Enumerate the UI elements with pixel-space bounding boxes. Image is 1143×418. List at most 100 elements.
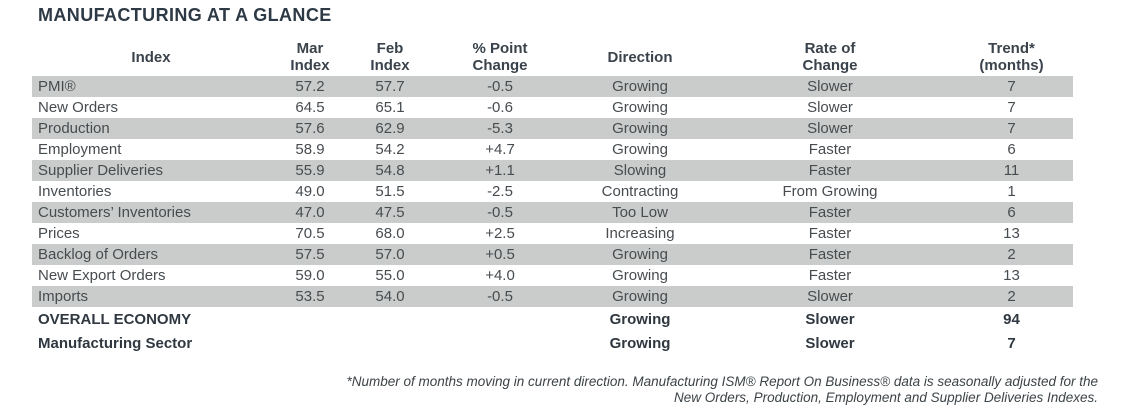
- cell-change: -0.5: [487, 288, 513, 305]
- cell-index: Production: [38, 120, 110, 137]
- cell-trend: 6: [1007, 204, 1016, 221]
- cell-direction: Slowing: [613, 162, 667, 179]
- table-row: Prices 70.5 68.0 +2.5 Increasing Faster 13: [32, 223, 1073, 244]
- cell-index: Prices: [38, 225, 80, 242]
- cell-change: +4.7: [485, 141, 515, 158]
- table-row: Backlog of Orders 57.5 57.0 +0.5 Growing Fast…: [32, 244, 1073, 265]
- cell-direction: Growing: [612, 78, 668, 95]
- table-row: Production 57.6 62.9 -5.3 Growing Slower 7: [32, 118, 1073, 139]
- manufacturing-table: Index Mar Index Feb Index% Point Change Direct…: [32, 38, 1073, 355]
- cell-rate: Slower: [807, 99, 853, 116]
- cell-rate: Faster: [808, 267, 852, 284]
- table-row: Employment 58.9 54.2 +4.7 Growing Faster 6: [32, 139, 1073, 160]
- cell-feb: 57.7: [375, 78, 405, 95]
- cell-change: -0.5: [487, 78, 513, 95]
- cell-mar: 49.0: [295, 183, 325, 200]
- column-header-label: Mar: [296, 40, 324, 57]
- column-header-label: (months): [979, 57, 1044, 74]
- cell-feb: 68.0: [375, 225, 405, 242]
- cell-feb: 62.9: [375, 120, 405, 137]
- table-row: Supplier Deliveries 55.9 54.8 +1.1 Slowing Fa…: [32, 160, 1073, 181]
- cell-index: Inventories: [38, 183, 112, 200]
- footnote: *Number of months moving in current dire…: [346, 374, 1098, 406]
- cell-rate: Slower: [807, 288, 853, 305]
- cell-rate: Faster: [808, 246, 852, 263]
- table-row: Customers’ Inventories 47.0 47.5 -0.5 Too Lo…: [32, 202, 1073, 223]
- cell-change: +2.5: [485, 225, 515, 242]
- cell-rate: Faster: [808, 162, 852, 179]
- column-header-label: Feb: [376, 40, 404, 57]
- cell-feb: 47.5: [375, 204, 405, 221]
- table-row: Manufacturing Sector Growing Slower 7: [32, 331, 1073, 355]
- cell-mar: 57.6: [295, 120, 325, 137]
- column-header-label: Trend*: [988, 40, 1035, 57]
- cell-rate: Slower: [807, 120, 853, 137]
- cell-change: -0.6: [487, 99, 513, 116]
- column-header-index: Index: [32, 49, 270, 66]
- cell-feb: 65.1: [375, 99, 405, 116]
- cell-feb: 54.0: [375, 288, 405, 305]
- cell-direction: Growing: [612, 141, 668, 158]
- cell-direction: Growing: [609, 310, 671, 328]
- cell-index: Supplier Deliveries: [38, 162, 164, 179]
- cell-rate: Faster: [808, 225, 852, 242]
- cell-change: -5.3: [487, 120, 513, 137]
- column-header-label: Index: [131, 48, 171, 66]
- cell-mar: 70.5: [295, 225, 325, 242]
- cell-trend: 2: [1007, 246, 1016, 263]
- cell-mar: 47.0: [295, 204, 325, 221]
- cell-rate: Faster: [808, 204, 852, 221]
- cell-rate: Slower: [807, 78, 853, 95]
- cell-trend: 2: [1007, 288, 1016, 305]
- cell-rate: Slower: [805, 310, 855, 328]
- cell-direction: Growing: [612, 288, 668, 305]
- column-header-rate: Rate of Change: [710, 40, 950, 74]
- cell-index: Imports: [38, 288, 89, 305]
- cell-trend: 7: [1007, 99, 1016, 116]
- cell-index: PMI®: [38, 78, 76, 95]
- cell-feb: 51.5: [375, 183, 405, 200]
- cell-change: -0.5: [487, 204, 513, 221]
- cell-feb: 55.0: [375, 267, 405, 284]
- cell-mar: 57.2: [295, 78, 325, 95]
- cell-mar: 57.5: [295, 246, 325, 263]
- cell-index: Customers’ Inventories: [38, 204, 191, 221]
- cell-feb: 54.2: [375, 141, 405, 158]
- cell-index: New Export Orders: [38, 267, 166, 284]
- cell-trend: 7: [1007, 78, 1016, 95]
- cell-direction: Growing: [612, 246, 668, 263]
- cell-index: Employment: [38, 141, 122, 158]
- column-header-trend: Trend* (months): [950, 40, 1073, 74]
- cell-mar: 53.5: [295, 288, 325, 305]
- cell-index: New Orders: [38, 99, 119, 116]
- cell-rate: Faster: [808, 141, 852, 158]
- cell-change: +4.0: [485, 267, 515, 284]
- column-header-mar: Mar Index: [270, 40, 350, 74]
- cell-direction: Growing: [612, 99, 668, 116]
- table-row: New Export Orders 59.0 55.0 +4.0 Growing Fast…: [32, 265, 1073, 286]
- cell-feb: 57.0: [375, 246, 405, 263]
- table-row: Inventories 49.0 51.5 -2.5 Contracting From G…: [32, 181, 1073, 202]
- cell-change: +0.5: [485, 246, 515, 263]
- table-row: OVERALL ECONOMY Growing Slower 94: [32, 307, 1073, 331]
- cell-direction: Too Low: [612, 204, 668, 221]
- cell-trend: 7: [1007, 334, 1016, 352]
- table-row: Imports 53.5 54.0 -0.5 Growing Slower 2: [32, 286, 1073, 307]
- cell-trend: 11: [1003, 162, 1020, 179]
- cell-index: Backlog of Orders: [38, 246, 159, 263]
- column-header-change: % Point Change: [430, 40, 570, 74]
- column-header-label: Change: [802, 57, 858, 74]
- cell-trend: 13: [1003, 225, 1020, 242]
- column-header-label: Index: [370, 57, 410, 74]
- cell-change: -2.5: [487, 183, 513, 200]
- column-header-feb: Feb Index: [350, 40, 430, 74]
- column-header-label: Rate of: [804, 40, 856, 57]
- column-header-direction: Direction: [570, 49, 710, 66]
- table-row: PMI® 57.2 57.7 -0.5 Growing Slower 7: [32, 76, 1073, 97]
- page-title: MANUFACTURING AT A GLANCE: [38, 5, 332, 25]
- cell-index: Manufacturing Sector: [38, 334, 193, 352]
- column-header-label: Index: [290, 57, 330, 74]
- column-header-label: Direction: [607, 48, 673, 66]
- cell-trend: 6: [1007, 141, 1016, 158]
- table-body: PMI® 57.2 57.7 -0.5 Growing Slower 7 New Orders…: [32, 76, 1073, 355]
